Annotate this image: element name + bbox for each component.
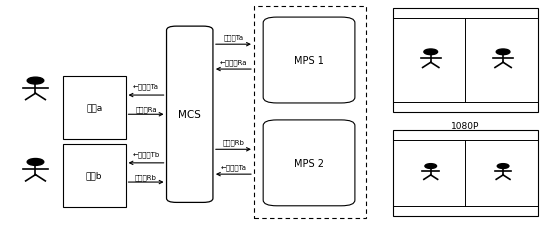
Text: MPS 2: MPS 2 <box>294 158 324 168</box>
Text: 1080P: 1080P <box>452 122 479 130</box>
Text: ←媒体流Ra: ←媒体流Ra <box>219 59 247 66</box>
Circle shape <box>27 159 44 166</box>
Text: ←媒体流Ta: ←媒体流Ta <box>133 83 159 90</box>
Text: MPS 1: MPS 1 <box>294 56 324 66</box>
Circle shape <box>425 164 437 169</box>
Text: 终竪b: 终竪b <box>86 171 103 180</box>
FancyBboxPatch shape <box>263 120 355 206</box>
Bar <box>254 7 366 218</box>
Text: 媒体流Ra: 媒体流Ra <box>135 106 157 112</box>
Circle shape <box>27 78 44 85</box>
FancyBboxPatch shape <box>263 18 355 104</box>
Bar <box>393 130 538 216</box>
Bar <box>63 76 126 140</box>
Text: 媒体流Rb: 媒体流Rb <box>222 139 245 146</box>
Text: 媒体流Rb: 媒体流Rb <box>135 173 157 180</box>
Bar <box>63 144 126 207</box>
Circle shape <box>497 164 509 169</box>
Circle shape <box>424 50 437 55</box>
Text: ←媒体流Tb: ←媒体流Tb <box>133 151 159 158</box>
Text: 媒体流Ta: 媒体流Ta <box>223 34 244 40</box>
FancyBboxPatch shape <box>167 27 213 202</box>
Text: MCS: MCS <box>179 110 201 120</box>
Bar <box>393 9 538 112</box>
Text: ←媒体流Ta: ←媒体流Ta <box>221 164 246 170</box>
Text: 终竪a: 终竪a <box>86 104 102 112</box>
Circle shape <box>496 50 510 55</box>
